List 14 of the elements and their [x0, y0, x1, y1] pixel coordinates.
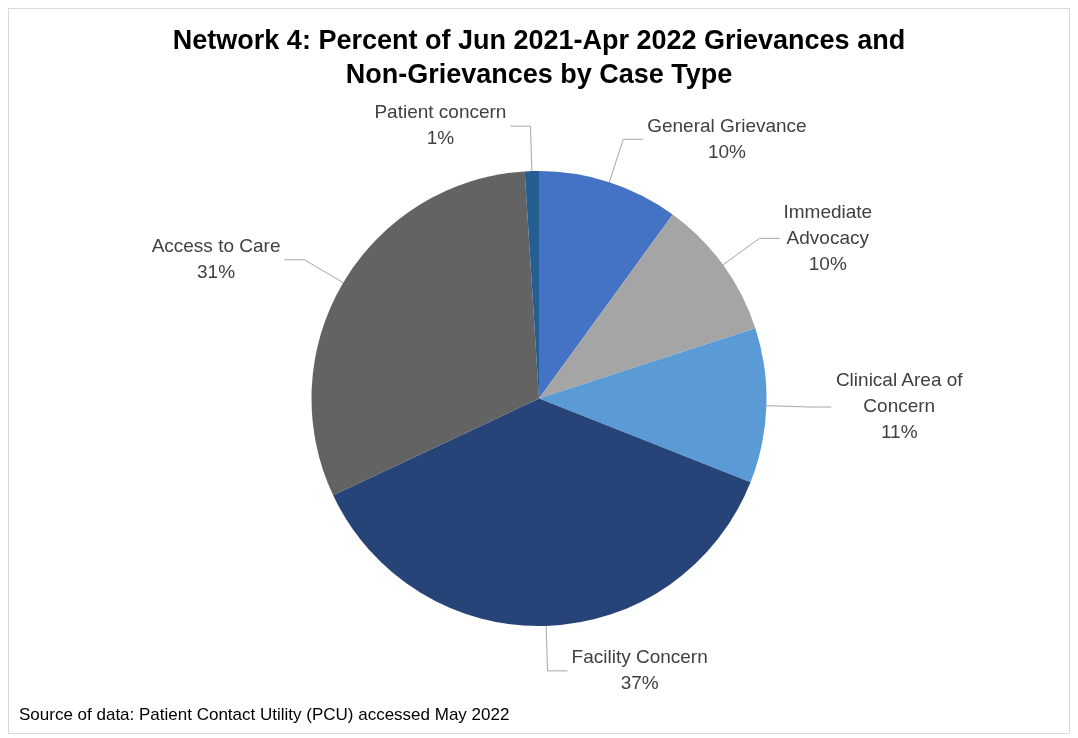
data-label: 11%: [880, 421, 918, 443]
data-label: 37%: [620, 672, 659, 694]
slice-label: Patient concern: [374, 101, 507, 123]
data-label: 10%: [808, 252, 847, 274]
slice-label: Clinical Area of Concern: [835, 369, 964, 417]
data-label: 10%: [707, 140, 747, 162]
slice-label: Facility Concern: [571, 646, 708, 668]
slice-label: Immediate Advocacy: [783, 200, 873, 248]
source-note: Source of data: Patient Contact Utility (PCU) accessed May 2022: [18, 704, 511, 726]
data-label: 1%: [426, 127, 455, 149]
chart-title: Network 4: Percent of Jun 2021-Apr 2022 Grievances and Non-Grievances by Case Type: [171, 24, 907, 91]
data-label: 31%: [197, 261, 236, 283]
slice-label: Access to Care: [151, 235, 281, 257]
slice-label: General Grievance: [647, 114, 807, 136]
